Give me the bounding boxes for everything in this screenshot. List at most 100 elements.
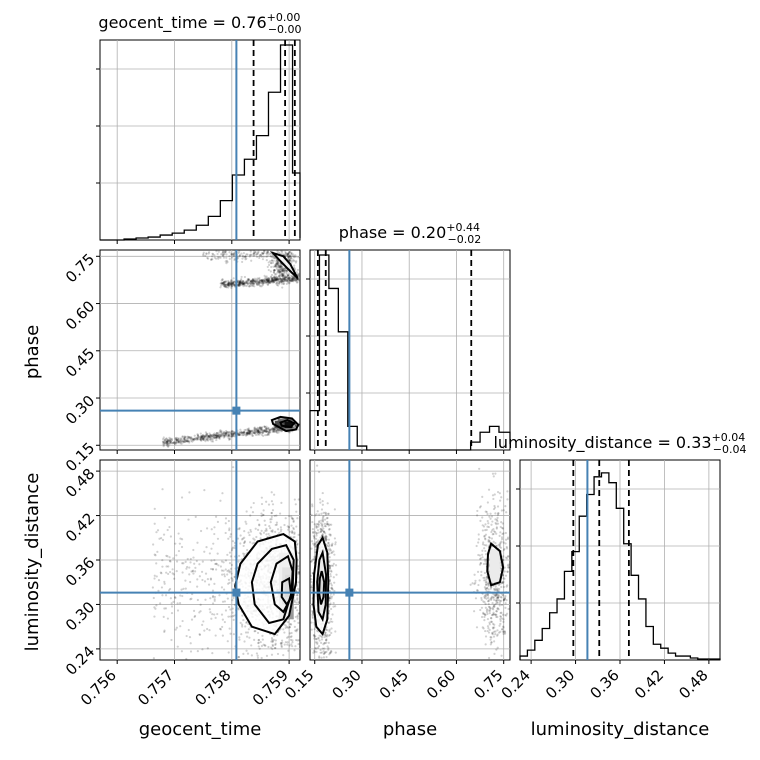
sample-point [177, 549, 181, 553]
sample-point [245, 432, 248, 435]
sample-point [196, 433, 199, 436]
sample-point [260, 496, 263, 499]
sample-point [479, 608, 482, 612]
sample-point [199, 436, 203, 439]
sample-point [331, 613, 334, 616]
sample-point [250, 654, 253, 657]
sample-point [182, 587, 185, 590]
x-tick-label: 0.30 [328, 666, 364, 702]
sample-point [499, 525, 502, 529]
sample-point [498, 624, 501, 627]
sample-point [187, 518, 190, 521]
sample-point [474, 579, 477, 582]
xlabel-phase: phase [383, 719, 437, 740]
sample-point [182, 436, 186, 440]
sample-point [310, 547, 313, 550]
sample-point [498, 545, 501, 548]
sample-point [228, 551, 232, 554]
sample-point [267, 278, 270, 281]
sample-point [169, 440, 172, 443]
sample-point [216, 252, 219, 256]
sample-point [189, 642, 192, 645]
sample-point [191, 440, 194, 443]
sample-point [220, 569, 224, 572]
sample-point [202, 253, 205, 256]
sample-point [163, 516, 167, 519]
sample-point [230, 432, 233, 435]
sample-point [250, 280, 253, 283]
sample-point [190, 436, 193, 439]
sample-point [297, 274, 300, 277]
sample-point [293, 279, 296, 282]
sample-point [490, 537, 494, 540]
sample-point [224, 260, 227, 263]
sample-point [324, 525, 327, 528]
sample-point [282, 282, 286, 285]
x-tick-label: 0.42 [631, 666, 667, 702]
sample-point [228, 251, 231, 254]
sample-point [177, 441, 180, 444]
sample-point [225, 432, 228, 435]
sample-point [257, 429, 260, 432]
x-tick-label: 0.758 [192, 666, 235, 709]
sample-point [163, 441, 166, 444]
sample-point [163, 441, 166, 444]
sample-point [293, 498, 296, 501]
sample-point [213, 432, 216, 435]
sample-point [220, 432, 223, 435]
sample-point [169, 560, 172, 563]
sample-point [196, 578, 199, 581]
sample-point [323, 522, 326, 525]
sample-point [276, 277, 279, 280]
sample-point [483, 612, 486, 616]
sample-point [310, 586, 313, 589]
sample-point [260, 426, 263, 430]
sample-point [218, 435, 221, 439]
sample-point [227, 282, 230, 285]
sample-point [188, 573, 191, 576]
sample-point [228, 437, 232, 441]
sample-point [253, 277, 257, 280]
sample-point [161, 559, 164, 562]
sample-point [506, 536, 510, 539]
sample-point [192, 438, 195, 441]
sample-point [204, 434, 207, 438]
sample-point [204, 434, 207, 437]
sample-point [492, 528, 495, 531]
sample-point [272, 429, 275, 432]
sample-point [326, 523, 330, 526]
sample-point [285, 276, 288, 279]
sample-point [295, 281, 298, 284]
sample-point [223, 283, 226, 286]
sample-point [204, 254, 207, 257]
sample-point [239, 281, 242, 284]
sample-point [317, 636, 320, 639]
sample-point [310, 621, 313, 624]
sample-point [227, 280, 230, 284]
sample-point [250, 259, 253, 262]
sample-point [264, 276, 267, 279]
sample-point [253, 432, 257, 435]
sample-point [222, 561, 225, 564]
sample-point [505, 511, 508, 514]
sample-point [258, 283, 261, 287]
sample-point [469, 583, 472, 586]
sample-point [276, 652, 280, 656]
sample-point [328, 630, 331, 633]
sample-point [476, 589, 479, 592]
sample-point [196, 438, 199, 441]
sample-point [173, 442, 176, 445]
sample-point [196, 436, 200, 439]
sample-point [246, 548, 249, 552]
sample-point [216, 537, 220, 540]
sample-point [267, 279, 270, 282]
sample-point [321, 636, 324, 639]
sample-point [264, 280, 267, 283]
sample-point [200, 436, 203, 440]
sample-point [278, 281, 281, 284]
sample-point [249, 282, 252, 286]
sample-point [493, 640, 496, 643]
sample-point [246, 282, 250, 285]
sample-point [274, 277, 277, 280]
sample-point [213, 559, 216, 562]
